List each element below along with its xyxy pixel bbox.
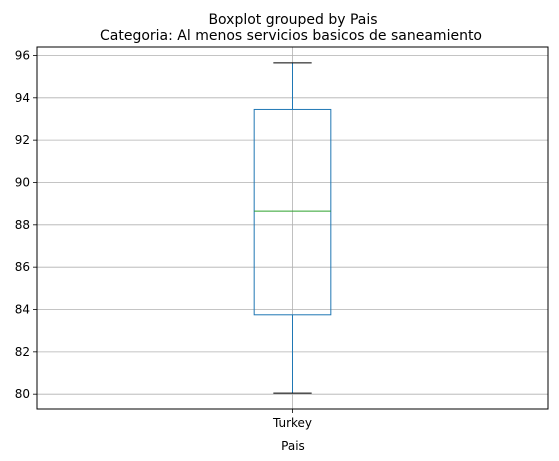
chart-suptitle: Boxplot grouped by Pais — [208, 12, 377, 28]
x-tick-label: Turkey — [272, 416, 312, 430]
chart-title: Categoria: Al menos servicios basicos de… — [100, 28, 482, 44]
y-tick-label: 84 — [15, 303, 30, 317]
axes: 80 82 84 86 88 90 92 94 96 Turkey — [15, 48, 312, 430]
x-axis-label: Pais — [281, 439, 305, 453]
y-tick-label: 88 — [15, 218, 30, 232]
y-tick-label: 86 — [15, 260, 30, 274]
y-tick-label: 80 — [15, 387, 30, 401]
y-tick-label: 94 — [15, 91, 30, 105]
y-tick-label: 92 — [15, 133, 30, 147]
y-tick-label: 82 — [15, 345, 30, 359]
y-tick-label: 96 — [15, 48, 30, 62]
y-tick-label: 90 — [15, 175, 30, 189]
